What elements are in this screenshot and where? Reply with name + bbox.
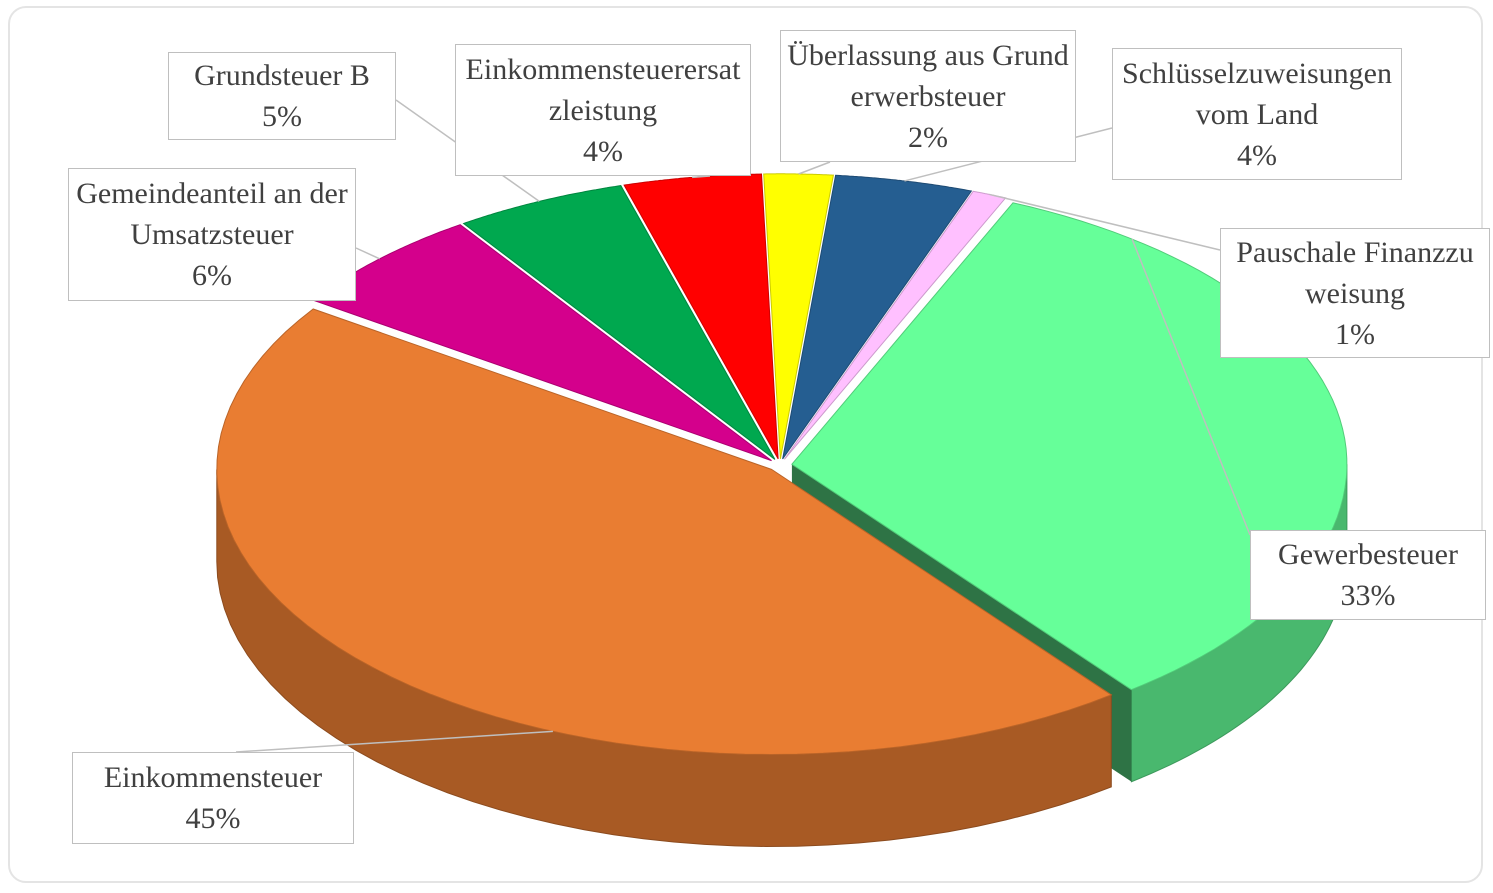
label-name: Einkommensteuer <box>103 761 323 794</box>
label-value: 4% <box>583 134 623 168</box>
label-name: Überlassung aus Grunderwerbsteuer <box>787 38 1069 113</box>
chart-frame <box>8 6 1483 883</box>
data-label: Einkommensteuer 45% <box>72 752 354 844</box>
label-name: Einkommensteuerersatzleistung <box>465 52 741 127</box>
leader-line <box>1131 238 1251 536</box>
leader-line <box>798 161 831 175</box>
data-label: Pauschale Finanzzuweisung 1% <box>1220 228 1490 358</box>
label-name: Schlüsselzuweisungen vom Land <box>1122 56 1392 131</box>
data-label: Überlassung aus Grunderwerbsteuer 2% <box>780 30 1076 162</box>
data-label: Gemeindeanteil an der Umsatzsteuer 6% <box>68 168 356 301</box>
slices <box>216 173 1348 756</box>
slice <box>791 202 1348 691</box>
slice <box>763 173 835 459</box>
leader-line <box>692 175 711 179</box>
data-label: Schlüsselzuweisungen vom Land 4% <box>1112 48 1402 180</box>
label-value: 1% <box>1335 317 1375 351</box>
data-label: Grundsteuer B 5% <box>168 52 396 140</box>
label-value: 33% <box>1340 579 1396 612</box>
label-value: 2% <box>908 120 948 154</box>
slice <box>462 185 776 460</box>
label-name: Grundsteuer B <box>194 59 370 92</box>
label-value: 45% <box>185 802 241 835</box>
data-label: Gewerbesteuer 33% <box>1250 530 1486 620</box>
label-value: 6% <box>192 259 232 292</box>
data-label: Einkommensteuerersatzleistung 4% <box>455 44 751 176</box>
label-value: 5% <box>262 100 302 133</box>
label-value: 4% <box>1237 138 1277 172</box>
slice <box>216 308 1113 756</box>
leader-line <box>989 193 1221 251</box>
label-name: Pauschale Finanzzuweisung <box>1236 235 1474 310</box>
leader-line <box>355 247 380 260</box>
label-name: Gemeindeanteil an der Umsatzsteuer <box>76 177 348 251</box>
leader-line <box>235 730 553 753</box>
label-name: Gewerbesteuer <box>1278 538 1458 571</box>
